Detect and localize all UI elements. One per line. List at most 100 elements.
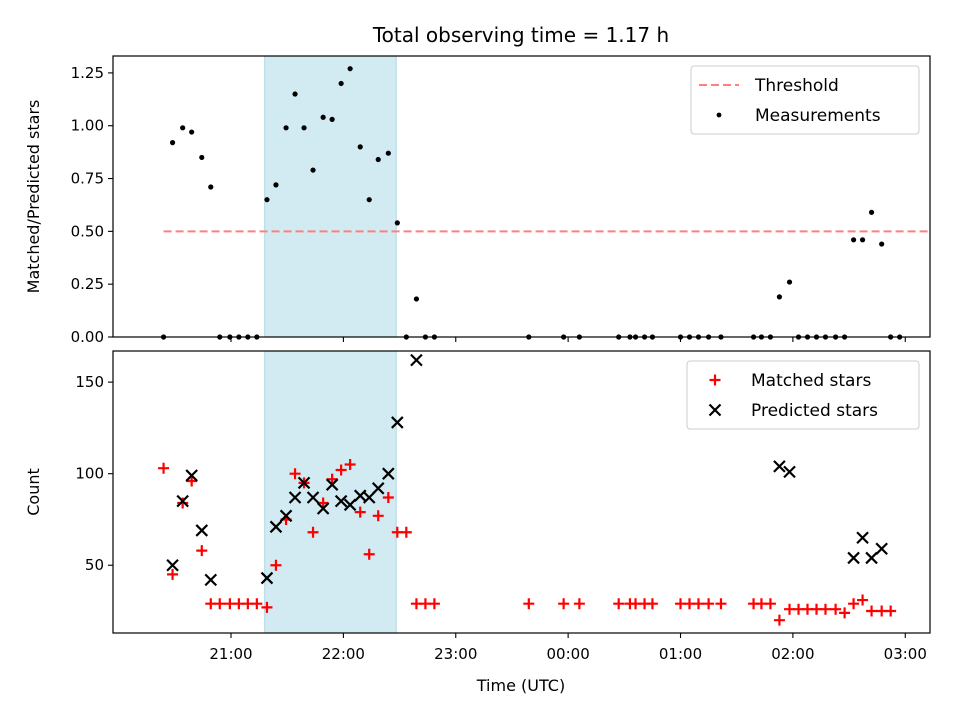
data-point [273, 182, 279, 188]
bottom-panel-counts: 50 100 150 21:00 22:00 23:00 00:00 01:00 02:00 03… [24, 350, 931, 663]
bottom-axes-frame [112, 350, 931, 634]
y-tick-label: 50 [85, 556, 104, 574]
data-point [279, 509, 293, 523]
bottom-series-predicted-stars [166, 353, 888, 587]
data-point [879, 241, 885, 247]
y-tick-label: 1.25 [71, 64, 104, 82]
data-point [375, 156, 381, 163]
data-point [848, 598, 860, 610]
data-point [366, 197, 372, 203]
x-tick-label: 01:00 [659, 645, 702, 663]
data-point [180, 125, 186, 131]
data-point [786, 279, 793, 285]
data-point [260, 571, 274, 585]
data-point [158, 462, 170, 474]
data-point [288, 491, 302, 504]
y-tick-label: 0.75 [71, 170, 104, 188]
data-point [410, 353, 423, 367]
data-point [776, 294, 783, 300]
data-point [764, 598, 776, 610]
data-point [783, 465, 796, 479]
data-point [270, 559, 282, 571]
legend-entry: Measurements [716, 106, 881, 126]
data-point [269, 520, 283, 534]
x-tick-label: 00:00 [547, 645, 590, 663]
bottom-y-axis-label: Count [24, 468, 43, 516]
data-point [316, 502, 330, 515]
y-tick-label: 0.25 [71, 275, 104, 293]
data-point [773, 614, 785, 626]
y-tick-label: 100 [75, 465, 104, 483]
top-axes-frame [112, 55, 931, 338]
data-point [692, 598, 704, 610]
x-tick-label: 21:00 [209, 645, 252, 663]
data-point [558, 598, 570, 610]
data-point [773, 460, 786, 473]
data-point [400, 526, 412, 538]
data-point [251, 598, 263, 610]
top-y-axis-label: Matched/Predicted stars [24, 100, 43, 294]
data-point [865, 551, 878, 565]
data-point [264, 197, 270, 203]
legend-box [686, 360, 920, 430]
x-tick-label: 22:00 [322, 645, 365, 663]
data-point [208, 184, 214, 190]
y-tick-label: 0.50 [71, 222, 104, 240]
data-point [385, 150, 391, 156]
data-point [320, 114, 326, 120]
data-point [289, 468, 301, 480]
data-point [185, 469, 198, 482]
data-point [819, 603, 831, 615]
data-point [885, 605, 897, 617]
legend-label: Matched stars [751, 371, 871, 391]
data-point [310, 167, 316, 173]
data-point [338, 80, 344, 87]
data-point [613, 598, 625, 610]
data-point [176, 494, 189, 508]
y-tick-label: 0.00 [71, 328, 104, 346]
data-point [850, 237, 857, 243]
legend-label: Predicted stars [751, 401, 878, 421]
legend-entry: Threshold [699, 76, 839, 96]
data-point [166, 558, 179, 572]
top-legend: Threshold Measurements [690, 65, 920, 135]
data-point [354, 506, 366, 518]
data-point [307, 526, 319, 538]
data-point [326, 473, 338, 485]
legend-label: Threshold [754, 76, 839, 96]
data-point [371, 482, 385, 495]
data-point [186, 475, 198, 487]
data-point [306, 491, 320, 504]
y-tick-label: 1.00 [71, 117, 104, 135]
legend-marker [708, 403, 722, 417]
data-point [317, 497, 329, 509]
data-point [292, 91, 298, 97]
data-point [177, 497, 189, 509]
data-point [167, 568, 179, 580]
data-point [334, 494, 348, 508]
x-tick-label: 23:00 [434, 645, 477, 663]
legend-marker [716, 112, 722, 118]
bottom-shaded-window [264, 350, 397, 634]
data-point [382, 491, 394, 503]
x-tick-label: 03:00 [884, 645, 927, 663]
legend-entry: Predicted stars [708, 401, 878, 421]
bottom-legend: Matched stars Predicted stars [686, 360, 920, 430]
data-point [382, 467, 395, 480]
data-point [868, 209, 875, 215]
legend-box [690, 65, 920, 135]
data-point [715, 598, 727, 610]
data-point [394, 220, 400, 226]
data-point [189, 129, 195, 135]
legend-label: Measurements [755, 106, 881, 126]
x-axis-label: Time (UTC) [476, 676, 565, 695]
data-point [646, 598, 658, 610]
data-point [703, 598, 715, 610]
y-tick-label: 150 [75, 373, 104, 391]
data-point [357, 144, 363, 150]
data-point [866, 605, 878, 617]
data-point [214, 598, 226, 610]
data-point [335, 464, 347, 476]
top-shaded-window [264, 55, 397, 338]
data-point [195, 524, 209, 537]
